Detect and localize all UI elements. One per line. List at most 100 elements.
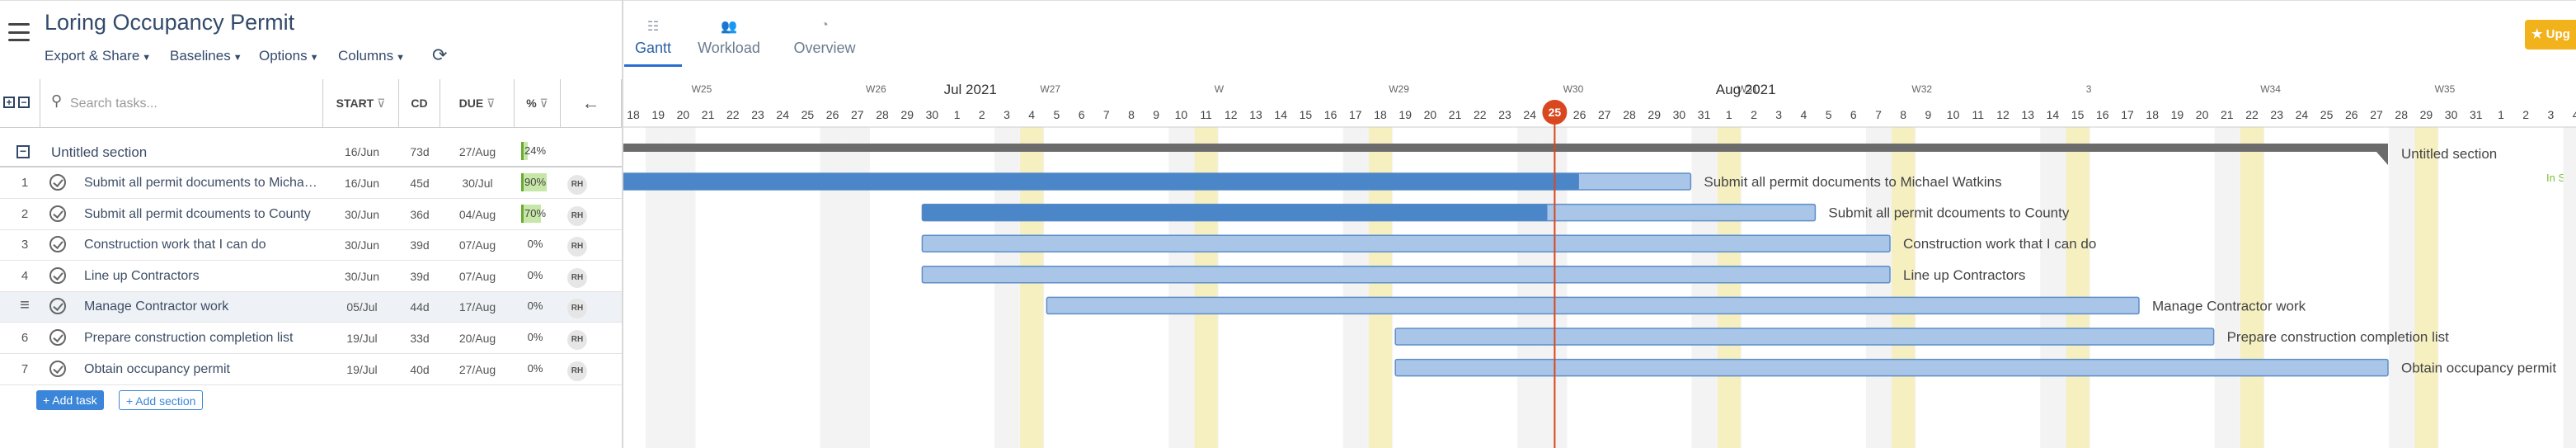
search-input[interactable]: [68, 92, 311, 116]
week-label: W35: [2435, 83, 2456, 95]
project-title: Loring Occupancy Permit: [45, 10, 295, 35]
task-progress[interactable]: 0%: [527, 269, 543, 281]
task-name[interactable]: Line up Contractors: [84, 269, 200, 283]
task-due[interactable]: 07/Aug: [458, 270, 496, 283]
gantt-chart: W25 W26 W27 W W29 W30 W31 W32 3 W34 W35 Jul 2021 Aug…: [623, 79, 2576, 448]
task-name[interactable]: Manage Contractor work: [84, 299, 229, 314]
task-start[interactable]: 19/Jul: [346, 363, 378, 376]
check-circle-icon[interactable]: [49, 205, 66, 222]
section-name[interactable]: Untitled section: [51, 144, 148, 160]
tab-workload[interactable]: 👥 Workload: [696, 18, 762, 57]
day-label: 12: [1225, 108, 1238, 121]
avatar[interactable]: RH: [567, 330, 587, 350]
task-progress[interactable]: 70%: [521, 205, 549, 223]
task-name[interactable]: Obtain occupancy permit: [84, 362, 230, 376]
day-label: 11: [1972, 108, 1985, 121]
avatar[interactable]: RH: [567, 206, 587, 226]
menu-icon[interactable]: [8, 23, 30, 41]
columns-menu[interactable]: Columns ▼: [338, 48, 405, 64]
options-menu[interactable]: Options ▼: [259, 48, 319, 64]
task-row[interactable]: 6 Prepare construction completion list 19/…: [0, 323, 622, 354]
task-start[interactable]: 19/Jul: [346, 332, 378, 345]
column-header-cd[interactable]: CD: [399, 79, 440, 127]
plus-square-icon[interactable]: +: [3, 97, 15, 108]
avatar[interactable]: RH: [567, 361, 587, 381]
upgrade-button[interactable]: ★ Upg: [2525, 20, 2576, 50]
check-circle-icon[interactable]: [49, 329, 66, 346]
task-row[interactable]: 1 Submit all permit documents to Michael …: [0, 168, 622, 199]
column-header-pct[interactable]: % ⊽: [515, 79, 561, 127]
task-due[interactable]: 27/Aug: [458, 363, 496, 376]
task-due[interactable]: 20/Aug: [458, 332, 496, 345]
day-label: 29: [900, 108, 914, 121]
collapse-section-icon[interactable]: −: [16, 145, 30, 158]
baselines-menu[interactable]: Baselines ▼: [170, 48, 242, 64]
task-cd[interactable]: 45d: [410, 177, 430, 190]
day-label: 28: [2395, 108, 2408, 121]
avatar[interactable]: RH: [567, 175, 587, 195]
task-progress[interactable]: 0%: [527, 238, 543, 250]
export-share-menu[interactable]: Export & Share ▼: [45, 48, 152, 64]
day-label: 26: [826, 108, 839, 121]
section-cd: 73d: [410, 145, 430, 158]
column-header-start[interactable]: START ⊽: [323, 79, 399, 127]
add-section-button[interactable]: + Add section: [119, 390, 204, 410]
check-circle-icon[interactable]: [49, 267, 66, 284]
drag-handle-icon[interactable]: ≡: [20, 296, 30, 314]
task-cd[interactable]: 40d: [410, 363, 430, 376]
week-label: 3: [2086, 83, 2092, 95]
month-label: Jul 2021: [944, 82, 997, 97]
avatar[interactable]: RH: [567, 299, 587, 318]
check-circle-icon[interactable]: [49, 298, 66, 314]
task-bar: [1394, 328, 2215, 346]
section-row[interactable]: − Untitled section 16/Jun 73d 27/Aug 24%: [0, 137, 622, 167]
avatar[interactable]: RH: [567, 237, 587, 257]
task-progress[interactable]: 0%: [527, 362, 543, 375]
day-label: 19: [2171, 108, 2184, 121]
task-cd[interactable]: 36d: [410, 208, 430, 221]
arrow-left-icon[interactable]: ←: [561, 79, 622, 127]
task-progress[interactable]: 90%: [521, 173, 549, 191]
task-start[interactable]: 30/Jun: [344, 208, 380, 221]
day-label: 13: [2021, 108, 2034, 121]
check-circle-icon[interactable]: [49, 236, 66, 252]
avatar[interactable]: RH: [567, 268, 587, 288]
task-name[interactable]: Submit all permit documents to Michael W…: [84, 176, 322, 190]
task-name[interactable]: Construction work that I can do: [84, 238, 266, 252]
task-start[interactable]: 05/Jul: [346, 300, 378, 314]
task-cd[interactable]: 33d: [410, 332, 430, 345]
task-name[interactable]: Prepare construction completion list: [84, 331, 294, 345]
task-cd[interactable]: 39d: [410, 238, 430, 252]
task-row[interactable]: ≡ Manage Contractor work 05/Jul 44d 17/Aug 0%…: [0, 292, 622, 323]
check-circle-icon[interactable]: [49, 361, 66, 377]
task-due[interactable]: 17/Aug: [458, 300, 496, 314]
check-circle-icon[interactable]: [49, 174, 66, 191]
task-progress[interactable]: 0%: [527, 299, 543, 312]
task-due[interactable]: 07/Aug: [458, 238, 496, 252]
task-due[interactable]: 30/Jul: [462, 177, 493, 190]
task-row[interactable]: 3 Construction work that I can do 30/Jun 39…: [0, 230, 622, 261]
tab-overview[interactable]: ◔ Overview: [792, 18, 858, 57]
task-row[interactable]: 7 Obtain occupancy permit 19/Jul 40d 27/Aug 0…: [0, 355, 622, 385]
task-name[interactable]: Submit all permit dcouments to County: [84, 207, 311, 221]
add-task-button[interactable]: + Add task: [36, 390, 104, 410]
column-header-due[interactable]: DUE ⊽: [440, 79, 515, 127]
section-bar-label: Untitled section: [2401, 146, 2497, 162]
task-start[interactable]: 30/Jun: [344, 238, 380, 252]
task-row[interactable]: 2 Submit all permit dcouments to County 30…: [0, 200, 622, 230]
task-cd[interactable]: 44d: [410, 300, 430, 314]
row-number: 1: [21, 176, 29, 190]
task-cd[interactable]: 39d: [410, 270, 430, 283]
task-start[interactable]: 16/Jun: [344, 177, 380, 190]
panel-divider[interactable]: [622, 0, 623, 448]
task-due[interactable]: 04/Aug: [458, 208, 496, 221]
task-start[interactable]: 30/Jun: [344, 270, 380, 283]
refresh-icon[interactable]: ⟳: [432, 45, 448, 65]
day-label: 30: [1673, 108, 1686, 121]
tab-gantt[interactable]: ☷ Gantt: [620, 18, 686, 57]
task-progress[interactable]: 0%: [527, 331, 543, 343]
minus-square-icon[interactable]: −: [18, 97, 30, 108]
task-row[interactable]: 4 Line up Contractors 30/Jun 39d 07/Aug 0% RH: [0, 262, 622, 292]
search-icon: ⚲: [51, 92, 63, 109]
day-label: 29: [1648, 108, 1661, 121]
